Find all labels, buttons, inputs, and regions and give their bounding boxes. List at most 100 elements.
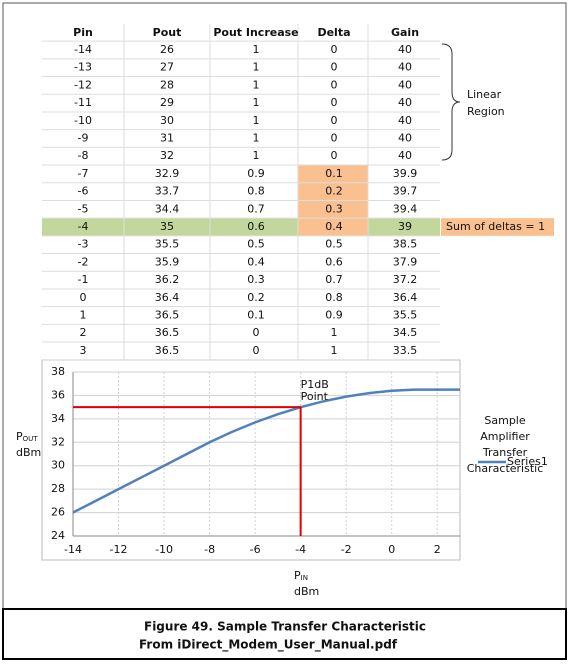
axis-title: POUT [16,430,38,443]
brace-label: Linear [467,88,502,101]
cell: 1 [253,114,260,127]
cell: 0.5 [247,238,265,251]
cell: 0.8 [325,291,343,304]
x-tick-label: -6 [250,543,261,556]
cell: -14 [74,43,92,56]
cell: 29 [160,96,174,109]
cell: 34.5 [393,326,418,339]
cell-highlight [298,182,368,201]
y-tick-label: 32 [51,435,65,448]
caption: From iDirect_Modem_User_Manual.pdf [139,638,398,653]
cell: 32.9 [155,167,180,180]
cell: 0.9 [325,309,343,322]
note: Sum of deltas = 1 [446,220,545,233]
y-tick-label: 24 [51,529,65,542]
cell: 0.2 [325,185,343,198]
cell: 36.2 [155,273,180,286]
cell: 0 [253,344,260,357]
axis-unit: dBm [294,585,319,598]
cell: 40 [398,43,412,56]
cell: 0.7 [247,202,265,215]
cell: 36.5 [155,344,180,357]
cell: 33.5 [393,344,418,357]
note-box [441,218,554,236]
column-header: Pout [153,26,182,39]
annotation: P1dB [301,378,329,391]
cell-highlight [298,200,368,219]
column-header: Pin [73,26,93,39]
x-tick-label: -12 [110,543,128,556]
cell: 1 [253,132,260,145]
column-header: Gain [391,26,419,39]
cell-highlight [298,218,368,236]
cell: 0 [331,149,338,162]
cell: -4 [78,220,89,233]
x-tick-label: -8 [204,543,215,556]
cell: 1 [253,149,260,162]
cell: 1 [253,78,260,91]
cell: 0.5 [325,238,343,251]
y-tick-label: 36 [51,388,65,401]
cell: 40 [398,78,412,91]
cell: 40 [398,114,412,127]
cell: 39 [398,220,412,233]
cell: 0.9 [247,167,265,180]
cell: -1 [78,273,89,286]
cell: 39.9 [393,167,418,180]
cell: 0 [331,61,338,74]
annotation: Point [301,390,329,403]
cell: 35.5 [155,238,180,251]
y-tick-label: 34 [51,412,65,425]
x-tick-label: -2 [341,543,352,556]
cell: 36.5 [155,309,180,322]
cell: 30 [160,114,174,127]
cell: 36.4 [393,291,418,304]
axis-title: PIN [294,569,308,582]
cell: 0.7 [325,273,343,286]
legend-label: Series1 [507,455,548,468]
cell: 0.4 [247,255,265,268]
cell: 40 [398,149,412,162]
cell: 40 [398,61,412,74]
cell: 34.4 [155,202,180,215]
x-tick-label: -4 [295,543,306,556]
cell: 38.5 [393,238,418,251]
cell: 1 [331,326,338,339]
side-text: Amplifier [480,430,530,443]
cell: 1 [80,309,87,322]
cell: 0.6 [247,220,265,233]
side-text: Transfer [482,446,528,459]
axis-title-main: P [16,430,23,443]
axis-title-sub: OUT [23,435,39,443]
caption-box [2,608,567,660]
cell: 1 [331,344,338,357]
cell: 0 [331,43,338,56]
x-tick-label: -14 [64,543,82,556]
cell: 0.6 [325,255,343,268]
cell: 2 [80,326,87,339]
cell: 32 [160,149,174,162]
y-tick-label: 26 [51,506,65,519]
cell: -11 [74,96,92,109]
cell: 28 [160,78,174,91]
cell: 1 [253,43,260,56]
brace [441,43,461,161]
side-text: Characteristic [467,462,544,475]
cell: 35 [160,220,174,233]
cell: 40 [398,132,412,145]
cell: 31 [160,132,174,145]
y-tick-label: 28 [51,482,65,495]
cell: 0 [331,78,338,91]
cell: 35.5 [393,309,418,322]
cell: 26 [160,43,174,56]
cell: -3 [78,238,89,251]
cell: 39.7 [393,185,418,198]
cell: 3 [80,344,87,357]
cell: 0.8 [247,185,265,198]
cell: 35.9 [155,255,180,268]
cell: 0 [331,132,338,145]
cell: 0.1 [325,167,343,180]
series-line [72,388,460,514]
column-header: Delta [317,26,350,39]
